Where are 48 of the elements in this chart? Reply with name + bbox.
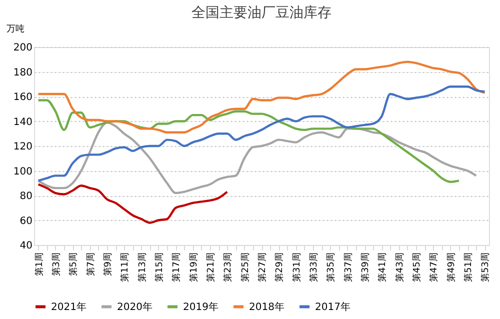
x-tick-label: 第37周 <box>342 252 354 282</box>
y-tick-label: 180 <box>13 67 32 78</box>
y-tick-label: 60 <box>20 216 32 227</box>
x-tick-label: 第7周 <box>85 252 96 276</box>
x-tick-label: 第15周 <box>154 252 165 282</box>
x-tick-label: 第9周 <box>102 252 114 276</box>
x-tick-label: 第19周 <box>188 252 200 282</box>
x-tick-label: 第11周 <box>120 252 131 282</box>
x-tick-label: 第31周 <box>291 252 302 282</box>
x-tick-label: 第29周 <box>274 252 286 282</box>
legend-label: 2020年 <box>117 300 152 313</box>
x-tick-label: 第41周 <box>377 252 388 282</box>
x-tick-label: 第5周 <box>68 252 80 276</box>
legend-label: 2018年 <box>249 300 284 313</box>
x-tick-label: 第39周 <box>360 252 372 282</box>
x-tick-label: 第45周 <box>412 252 423 282</box>
x-tick-label: 第1周 <box>34 252 45 276</box>
line-series <box>37 60 486 134</box>
x-tick-label: 第25周 <box>240 252 251 282</box>
x-tick-label: 第53周 <box>480 252 492 282</box>
x-tick-label: 第17周 <box>171 252 182 282</box>
legend-label: 2019年 <box>183 300 218 313</box>
x-tick-label: 第49周 <box>446 252 457 282</box>
y-tick-label: 200 <box>13 42 32 54</box>
y-tick-label: 80 <box>20 191 32 202</box>
x-tick-label: 第23周 <box>222 252 234 282</box>
y-tick-label: 160 <box>13 92 32 103</box>
y-tick-label: 120 <box>13 142 32 152</box>
x-tick-label: 第47周 <box>428 252 440 282</box>
y-axis-title: 万吨 <box>6 24 24 34</box>
x-tick-label: 第43周 <box>394 252 406 282</box>
chart-title: 全国主要油厂豆油库存 <box>192 5 332 21</box>
legend-label: 2017年 <box>315 300 350 313</box>
line-series <box>37 121 478 194</box>
x-tick-label: 第27周 <box>257 252 268 282</box>
x-tick-label: 第21周 <box>205 252 216 282</box>
x-tick-label: 第3周 <box>50 252 62 276</box>
line-series <box>37 86 486 182</box>
x-tick-label: 第13周 <box>136 252 148 282</box>
x-tick-label: 第35周 <box>326 252 337 282</box>
x-tick-label: 第33周 <box>308 252 320 282</box>
y-tick-label: 100 <box>13 166 32 178</box>
legend-label: 2021年 <box>51 300 86 313</box>
y-tick-label: 40 <box>20 240 32 252</box>
line-series <box>37 183 228 224</box>
x-tick-label: 第51周 <box>463 252 474 282</box>
y-tick-label: 140 <box>13 116 32 128</box>
line-series <box>37 99 460 183</box>
